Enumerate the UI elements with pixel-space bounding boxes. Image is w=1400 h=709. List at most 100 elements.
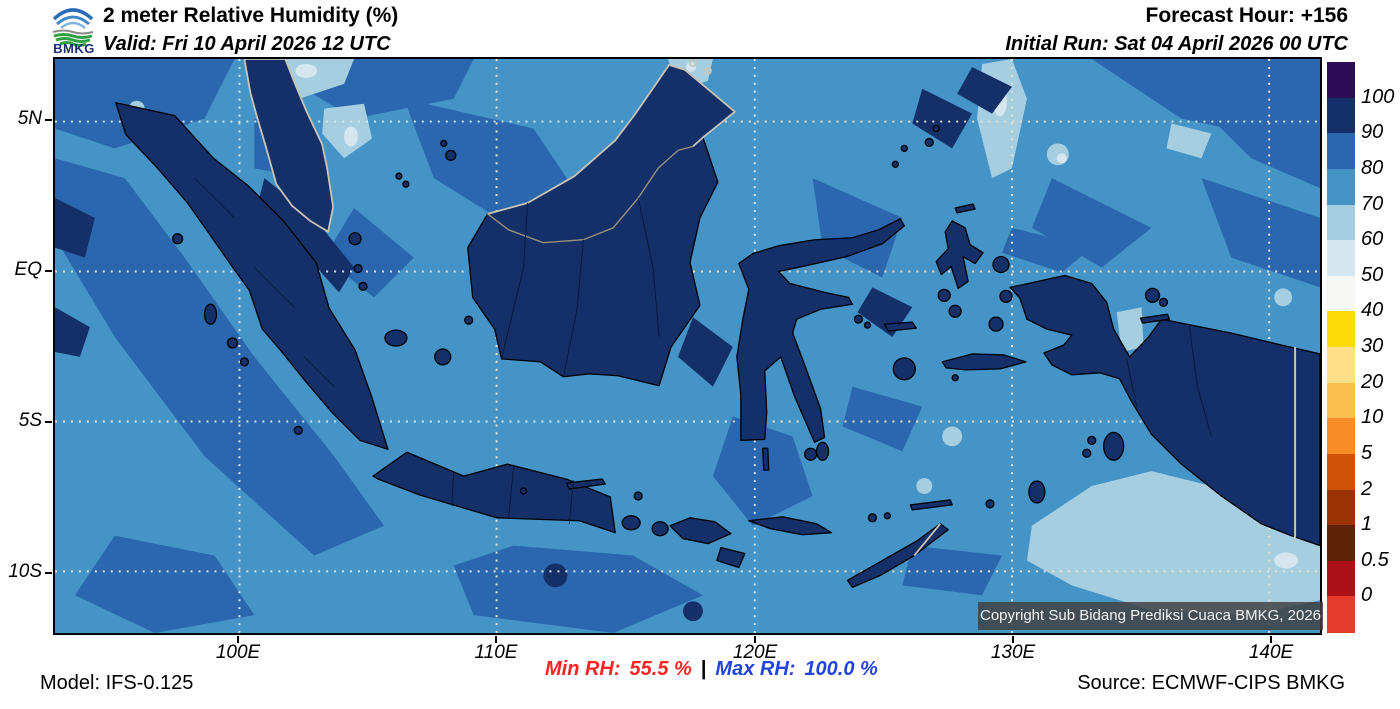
min-rh-label: Min RH: xyxy=(545,658,621,680)
colorbar-tick-label: 1 xyxy=(1361,513,1373,536)
island-bangka xyxy=(384,329,408,347)
colorbar-tick-label: 5 xyxy=(1361,441,1373,464)
island-halmahera xyxy=(935,220,984,290)
lon-tick xyxy=(1270,636,1272,643)
forecast-hour: Forecast Hour: +156 xyxy=(1145,4,1349,27)
colorbar-tick-label: 20 xyxy=(1361,370,1384,393)
colorbar-tick-label: 60 xyxy=(1361,228,1384,251)
colorbar-band xyxy=(1327,489,1355,526)
colorbar-tick-label: 10 xyxy=(1361,406,1384,429)
colorbar-band xyxy=(1327,275,1355,312)
map-graphic xyxy=(55,59,1320,633)
colorbar-band xyxy=(1327,382,1355,419)
colorbar xyxy=(1327,62,1355,633)
max-rh-value: 100.0 % xyxy=(804,658,878,680)
rh-90-100-sea-patches xyxy=(55,66,1012,622)
map-canvas: Copyright Sub Bidang Prediksi Cuaca BMKG… xyxy=(53,57,1323,635)
coast-east-malaysia xyxy=(487,64,736,215)
border-kalimantan-malaysia xyxy=(487,145,694,244)
island-java xyxy=(372,451,616,534)
lon-tick xyxy=(1012,636,1014,643)
island-papua xyxy=(1009,274,1320,547)
island-buru xyxy=(892,357,916,381)
lon-label: 120E xyxy=(732,642,778,663)
initial-run: Initial Run: Sat 04 April 2026 00 UTC xyxy=(1005,33,1348,55)
island-yapen xyxy=(1139,313,1171,324)
colorbar-tick-label: 2 xyxy=(1361,477,1373,500)
island-seram xyxy=(941,353,1027,371)
colorbar-band xyxy=(1327,596,1355,633)
island-sulawesi xyxy=(736,218,905,443)
lat-tick xyxy=(45,270,52,272)
lat-label: 5S xyxy=(18,410,42,431)
colorbar-band xyxy=(1327,311,1355,348)
island-tanimbar xyxy=(1028,480,1046,504)
colorbar-band xyxy=(1327,525,1355,562)
lat-tick xyxy=(45,119,52,121)
colorbar-band xyxy=(1327,418,1355,455)
island-flores xyxy=(748,516,833,536)
colorbar-band xyxy=(1327,62,1355,99)
page-title: 2 meter Relative Humidity (%) xyxy=(103,4,399,27)
colorbar-tick-label: 70 xyxy=(1361,192,1384,215)
lon-tick xyxy=(754,636,756,643)
colorbar-band xyxy=(1327,453,1355,490)
peninsula-malaysia xyxy=(243,59,335,233)
lon-label: 130E xyxy=(990,642,1036,663)
province-borders xyxy=(194,177,1212,524)
island-morotai xyxy=(954,203,976,214)
lat-tick xyxy=(45,572,52,574)
lat-tick xyxy=(45,421,52,423)
border-timor-leste xyxy=(913,523,941,557)
colorbar-tick-label: 80 xyxy=(1361,156,1384,179)
lon-label: 110E xyxy=(474,642,518,663)
colorbar-tick-label: 0.5 xyxy=(1361,548,1389,571)
colorbar-tick-label: 100 xyxy=(1361,85,1395,108)
island-lombok xyxy=(651,521,669,537)
colorbar-band xyxy=(1327,97,1355,134)
island-sumba xyxy=(716,546,746,569)
lat-label: 10S xyxy=(8,561,42,582)
valid-time: Valid: Fri 10 April 2026 12 UTC xyxy=(103,33,391,55)
island-belitung xyxy=(434,348,452,366)
island-bali xyxy=(621,515,641,531)
island-madura xyxy=(565,478,606,490)
lat-label: EQ xyxy=(14,259,42,280)
colorbar-tick-label: 40 xyxy=(1361,299,1384,322)
colorbar-band xyxy=(1327,133,1355,170)
island-timor xyxy=(846,523,949,588)
island-sumbawa xyxy=(669,517,732,545)
island-sula xyxy=(883,321,917,332)
minmax-separator: | xyxy=(700,658,707,680)
colorbar-tick-label: 30 xyxy=(1361,335,1384,357)
colorbar-tick-label: 0 xyxy=(1361,584,1373,607)
colorbar-tick-label: 50 xyxy=(1361,263,1384,286)
copyright-overlay: Copyright Sub Bidang Prediksi Cuaca BMKG… xyxy=(978,602,1323,630)
island-sumatra xyxy=(115,102,389,450)
colorbar-band xyxy=(1327,204,1355,241)
model-label: Model: IFS-0.125 xyxy=(40,672,194,694)
lon-label: 140E xyxy=(1248,642,1294,663)
landmasses xyxy=(115,59,1320,588)
colorbar-tick-label: 90 xyxy=(1361,121,1384,144)
colorbar-band xyxy=(1327,347,1355,384)
minmax-rh: Min RH: 55.5 % | Max RH: 100.0 % xyxy=(545,658,878,681)
min-rh-value: 55.5 % xyxy=(629,658,692,680)
foreign-borders xyxy=(487,59,1297,557)
lon-tick xyxy=(237,636,239,643)
source-label: Source: ECMWF-CIPS BMKG xyxy=(1077,672,1345,694)
colorbar-band xyxy=(1327,560,1355,597)
lon-label: 100E xyxy=(215,642,261,663)
island-wetar xyxy=(909,499,953,511)
colorbar-band xyxy=(1327,240,1355,277)
gridlines xyxy=(55,59,1320,633)
island-biak xyxy=(1144,287,1161,303)
island-waigeo xyxy=(992,255,1010,274)
island-aru xyxy=(1103,431,1125,461)
bmkg-logo xyxy=(52,2,94,47)
lon-tick xyxy=(495,636,497,643)
colorbar-band xyxy=(1327,168,1355,205)
lat-label: 5N xyxy=(17,108,42,129)
max-rh-label: Max RH: xyxy=(715,658,796,680)
